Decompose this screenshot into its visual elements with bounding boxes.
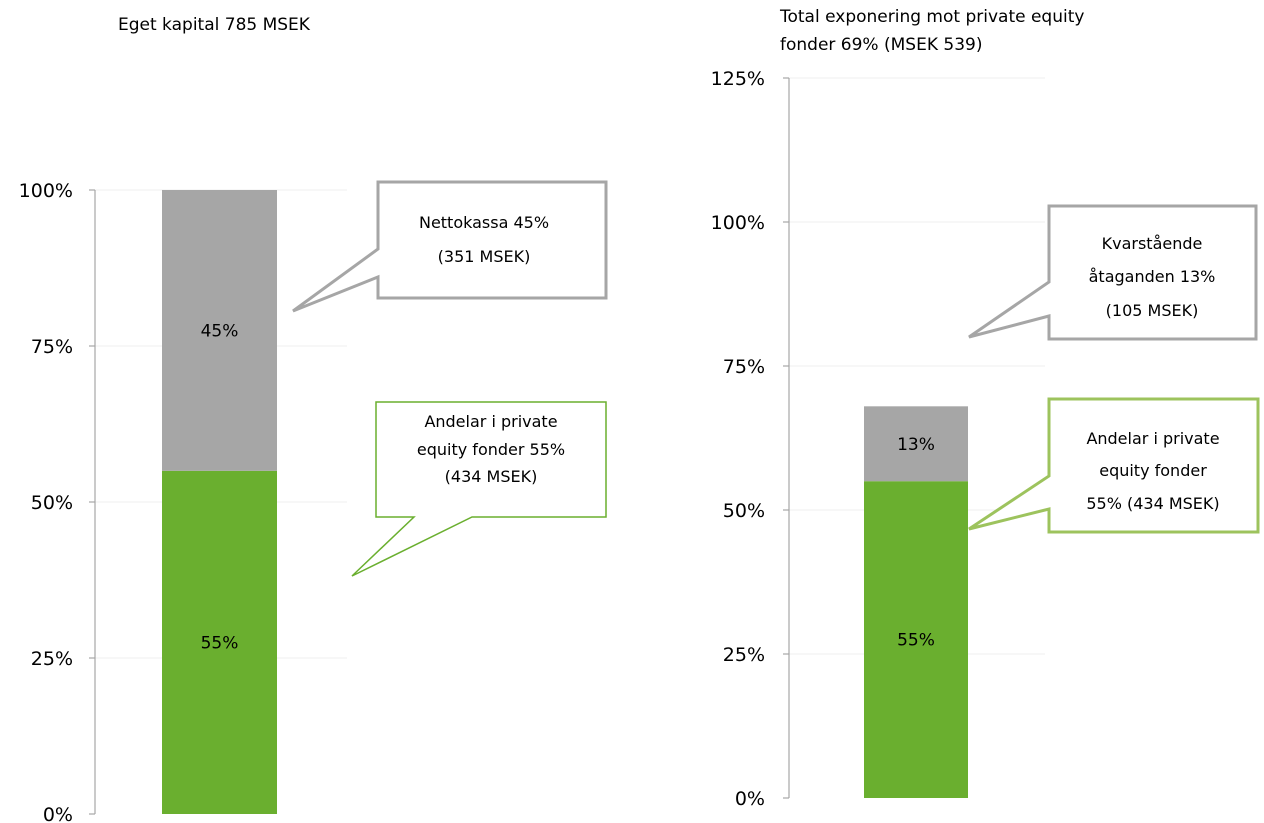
right-y-tick-label: 125% [711,68,765,90]
callout-nettokassa-box [292,180,608,313]
right-bar-segment-0 [864,481,968,798]
right-y-tick-label: 100% [711,212,765,234]
left-chart-title: Eget kapital 785 MSEK [118,15,311,35]
right-y-tick-label: 0% [735,788,765,810]
callout-nettokassa-line-2: (351 MSEK) [438,247,531,266]
right-y-tick-labels: 0% 25% 50% 75% 100% 125% [711,68,789,810]
callout-andelar-right-line-2: equity fonder [1099,461,1207,480]
left-bar-stack: 55% 45% [162,190,277,814]
callout-andelar-left-line-2: equity fonder 55% [417,440,565,459]
callout-kvarstaende-line-1: Kvarstående [1102,234,1203,253]
right-bar-stack: 55% 13% [864,406,968,798]
right-bar-segment-label-1: 13% [897,435,935,455]
callout-andelar-right-box [968,397,1260,534]
right-chart: Total exponering mot private equity fond… [711,7,1260,810]
right-chart-title-line-1: Total exponering mot private equity [779,7,1084,27]
left-bar-segment-1 [162,190,277,471]
right-bar-segment-1 [864,406,968,482]
callout-kvarstaende-line-2: åtaganden 13% [1089,267,1216,286]
right-y-tick-label: 75% [723,356,765,378]
right-bar-segment-label-0: 55% [897,631,935,651]
callout-andelar-left-line-3: (434 MSEK) [445,467,538,486]
left-bar-segment-0 [162,470,277,814]
callout-andelar-right-line-3: 55% (434 MSEK) [1086,494,1219,513]
left-y-tick-label: 0% [43,804,73,823]
right-chart-title-line-2: fonder 69% (MSEK 539) [780,35,982,55]
left-bar-segment-label-1: 45% [201,321,239,341]
left-y-tick-labels: 0% 25% 50% 75% 100% [19,180,95,823]
left-y-tick-label: 100% [19,180,73,202]
left-y-tick-label: 25% [31,648,73,670]
right-y-tick-label: 25% [723,644,765,666]
callout-andelar-left-line-1: Andelar i private [424,412,557,431]
left-chart: Eget kapital 785 MSEK 0% 25% 50% 75% 100% 55… [19,15,608,823]
callout-kvarstaende-box [968,204,1258,341]
right-y-tick-label: 50% [723,500,765,522]
callout-andelar-right-line-1: Andelar i private [1086,429,1219,448]
callout-kvarstaende-line-3: (105 MSEK) [1106,301,1199,320]
left-y-tick-label: 75% [31,336,73,358]
callout-andelar-left-box [351,401,607,577]
left-bar-segment-label-0: 55% [201,633,239,653]
left-y-tick-label: 50% [31,492,73,514]
callout-nettokassa-line-1: Nettokassa 45% [419,213,549,232]
